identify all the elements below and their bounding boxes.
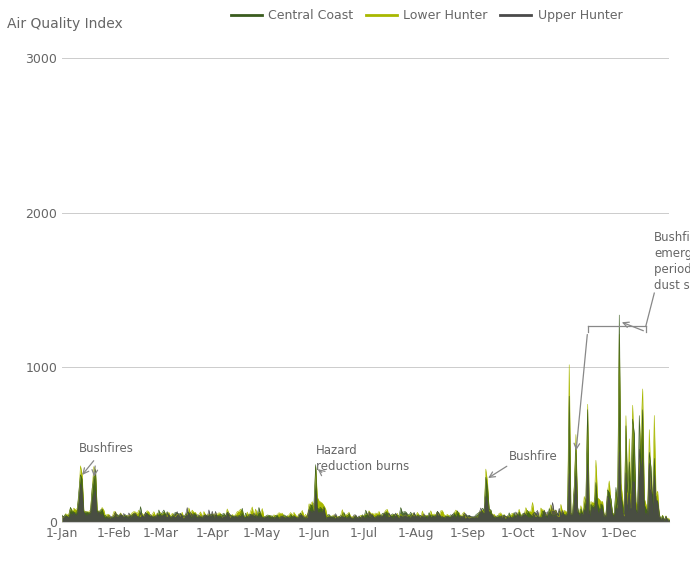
Text: Hazard
reduction burns: Hazard reduction burns xyxy=(315,444,409,473)
Legend: Central Coast, Lower Hunter, Upper Hunter: Central Coast, Lower Hunter, Upper Hunte… xyxy=(226,4,627,27)
Text: Bushfire: Bushfire xyxy=(509,450,558,463)
Text: Bushfires: Bushfires xyxy=(79,443,134,455)
Text: Bushfire
emergency
period and
dust storms: Bushfire emergency period and dust storm… xyxy=(654,230,690,292)
Text: Air Quality Index: Air Quality Index xyxy=(7,17,123,31)
